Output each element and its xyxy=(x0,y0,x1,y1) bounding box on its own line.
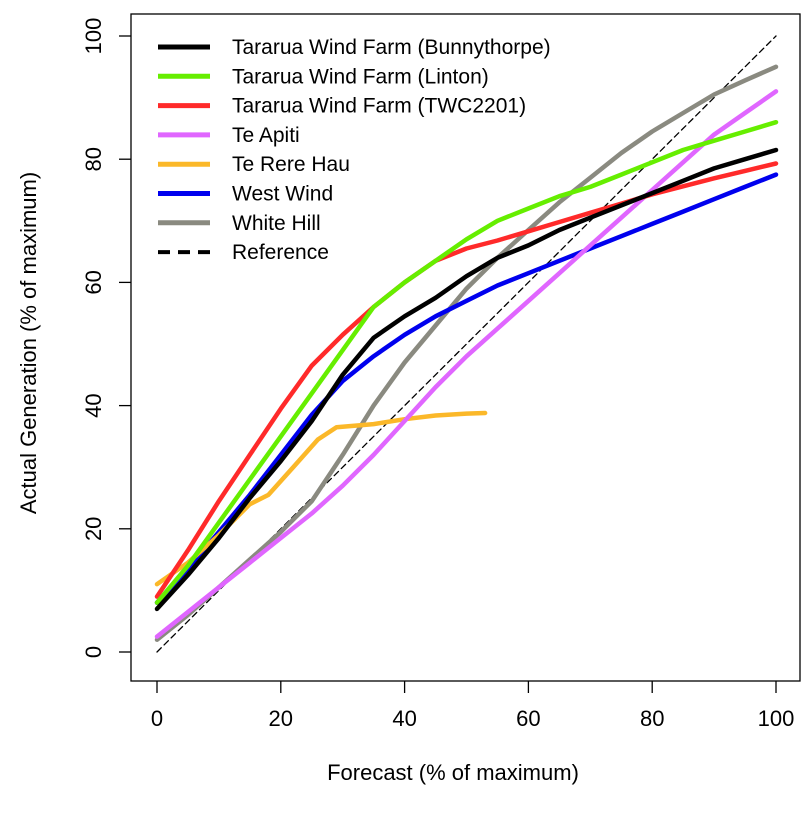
y-axis: 0 20 40 60 80 100 xyxy=(81,18,131,658)
y-tick-label: 60 xyxy=(81,270,106,294)
legend-label-west-wind: West Wind xyxy=(232,183,333,206)
y-axis-title: Actual Generation (% of maximum) xyxy=(16,172,41,514)
x-axis: 0 20 40 60 80 100 xyxy=(151,681,794,731)
legend-label-tararua-wind-farm-bunnythorpe: Tararua Wind Farm (Bunnythorpe) xyxy=(232,36,551,59)
x-tick-label: 100 xyxy=(758,706,795,731)
y-tick-label: 0 xyxy=(81,646,106,658)
legend: Tararua Wind Farm (Bunnythorpe) Tararua W… xyxy=(158,36,551,264)
x-axis-title: Forecast (% of maximum) xyxy=(327,760,579,785)
plot-lines xyxy=(154,35,779,653)
x-tick-label: 80 xyxy=(640,706,664,731)
y-tick-label: 100 xyxy=(81,18,106,55)
series-line-te-rere-hau xyxy=(154,410,488,587)
series-line-white-hill xyxy=(154,64,779,642)
y-tick-label: 40 xyxy=(81,393,106,417)
legend-label-tararua-wind-farm-linton: Tararua Wind Farm (Linton) xyxy=(232,65,489,88)
series-line-tararua-wind-farm-linton xyxy=(154,119,779,605)
series-line-tararua-wind-farm-bunnythorpe xyxy=(154,147,779,612)
series-line-te-apiti xyxy=(154,89,779,639)
x-tick-label: 60 xyxy=(516,706,540,731)
y-tick-label: 80 xyxy=(81,147,106,171)
y-tick-label: 20 xyxy=(81,517,106,541)
x-tick-label: 0 xyxy=(151,706,163,731)
legend-label-te-rere-hau: Te Rere Hau xyxy=(232,153,350,176)
legend-label-te-apiti: Te Apiti xyxy=(232,124,300,147)
x-tick-label: 40 xyxy=(392,706,416,731)
series-line-tararua-wind-farm-twc2201 xyxy=(154,161,779,599)
series-line-west-wind xyxy=(154,172,779,605)
legend-label-tararua-wind-farm-twc2201: Tararua Wind Farm (TWC2201) xyxy=(232,95,526,118)
legend-label-reference: Reference xyxy=(232,241,329,264)
legend-label-white-hill: White Hill xyxy=(232,212,321,235)
plot-frame xyxy=(130,13,801,682)
x-tick-label: 20 xyxy=(269,706,293,731)
